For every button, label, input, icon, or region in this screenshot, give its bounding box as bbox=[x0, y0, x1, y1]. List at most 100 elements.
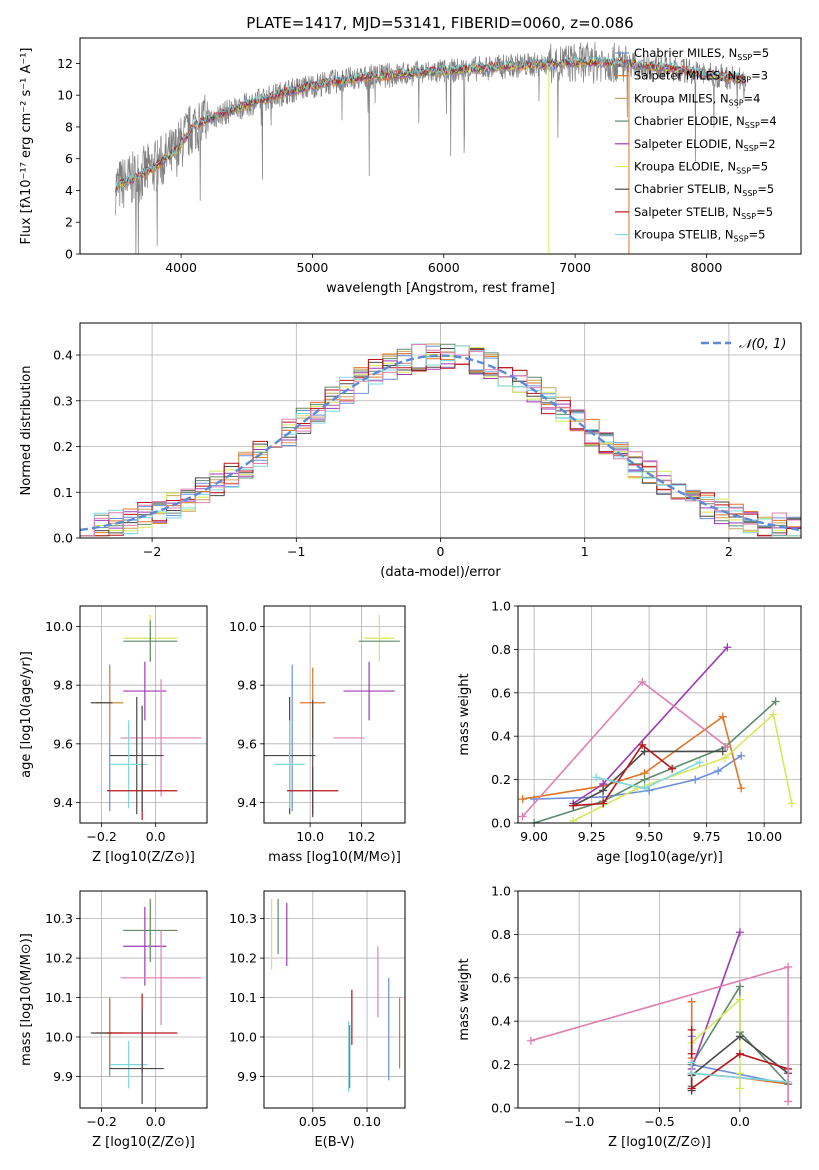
axes-frame bbox=[79, 605, 208, 824]
y-tick-label: 9.9 bbox=[237, 1069, 257, 1084]
y-tick-label: 10.2 bbox=[45, 951, 73, 966]
y-tick-label: 1.0 bbox=[491, 599, 511, 614]
axes-frame bbox=[517, 890, 802, 1109]
y-tick-label: 10.0 bbox=[45, 1029, 73, 1044]
x-tick-label: 10.2 bbox=[347, 829, 375, 844]
weight-marker bbox=[735, 1032, 744, 1041]
x-tick-label: −0.2 bbox=[86, 829, 116, 844]
weight-marker bbox=[723, 643, 732, 652]
weight-marker bbox=[714, 766, 723, 775]
y-axis-label: age [log10(age/yr)] bbox=[19, 651, 34, 778]
plot-area bbox=[518, 643, 796, 823]
x-tick-label: 2 bbox=[725, 544, 733, 559]
weight-line bbox=[572, 750, 723, 807]
weight-marker bbox=[640, 775, 649, 784]
y-tick-label: 9.6 bbox=[237, 736, 257, 751]
weight-marker bbox=[735, 995, 744, 1004]
x-tick-label: −1 bbox=[287, 544, 305, 559]
weight-marker bbox=[638, 740, 647, 749]
y-tick-label: 10.1 bbox=[45, 990, 73, 1005]
y-tick-label: 1.0 bbox=[491, 884, 511, 899]
y-tick-label: 10.0 bbox=[229, 619, 257, 634]
weight-marker bbox=[640, 747, 649, 756]
chart-mass-vs-ebv: 0.05 0.10 9.9 10.0 10.1 10.2 10.3 E(B-V) bbox=[229, 890, 406, 1150]
weight-marker bbox=[695, 758, 704, 767]
x-axis-label: (data-model)/error bbox=[380, 565, 501, 580]
x-tick-label: 7000 bbox=[559, 260, 591, 275]
y-tick-label: 0.8 bbox=[491, 642, 511, 657]
weight-marker bbox=[638, 677, 647, 686]
weight-marker bbox=[784, 962, 793, 971]
y-tick-label: 0.3 bbox=[53, 393, 73, 408]
legend-label: Chabrier MILES, NSSP=5 bbox=[634, 46, 769, 62]
x-tick-label: 9.00 bbox=[520, 829, 548, 844]
y-tick-label: 0.4 bbox=[491, 729, 511, 744]
weight-marker bbox=[687, 997, 696, 1006]
x-tick-label: 4000 bbox=[165, 260, 197, 275]
x-tick-label: −0.5 bbox=[644, 1114, 674, 1129]
x-axis-label: mass [log10(M/M⊙)] bbox=[268, 850, 401, 865]
x-tick-label: −1.0 bbox=[564, 1114, 594, 1129]
weight-marker bbox=[687, 1084, 696, 1093]
weight-marker bbox=[723, 743, 732, 752]
legend-label: Salpeter ELODIE, NSSP=2 bbox=[634, 137, 776, 153]
y-tick-label: 0.6 bbox=[491, 970, 511, 985]
chart-mass-weight-vs-age: 9.00 9.25 9.50 9.75 10.00 0.0 0.2 0.4 0.6 0.8 1.0 a… bbox=[457, 599, 802, 865]
y-tick-label: 4 bbox=[65, 183, 73, 198]
axes-frame bbox=[79, 37, 802, 255]
x-tick-label: −0.2 bbox=[86, 1114, 116, 1129]
weight-marker bbox=[526, 1036, 535, 1045]
y-tick-label: 0 bbox=[65, 247, 73, 262]
weight-marker bbox=[721, 753, 730, 762]
y-tick-label: 0.0 bbox=[491, 816, 511, 831]
chart-spectrum: 4000 5000 6000 7000 8000 0 2 4 6 8 10 12 wavelength … bbox=[19, 37, 802, 296]
x-tick-label: 10.00 bbox=[746, 829, 782, 844]
x-tick-label: −2 bbox=[143, 544, 161, 559]
weight-line bbox=[690, 931, 741, 1089]
plot-area bbox=[80, 343, 801, 537]
weight-marker bbox=[737, 784, 746, 793]
legend-label: Kroupa ELODIE, NSSP=5 bbox=[634, 160, 768, 176]
y-tick-label: 6 bbox=[65, 151, 73, 166]
weight-marker bbox=[633, 784, 642, 793]
x-tick-label: 10.0 bbox=[296, 829, 324, 844]
y-axis-label: mass [log10(M/M⊙)] bbox=[19, 933, 34, 1066]
axes-frame bbox=[263, 605, 406, 824]
x-tick-label: 5000 bbox=[297, 260, 329, 275]
y-tick-label: 9.4 bbox=[53, 795, 73, 810]
y-tick-label: 2 bbox=[65, 215, 73, 230]
weight-marker bbox=[735, 1049, 744, 1058]
y-tick-label: 0.0 bbox=[53, 531, 73, 546]
y-tick-label: 0.6 bbox=[491, 685, 511, 700]
axes-frame bbox=[79, 890, 208, 1109]
chart-residuals: −2 −1 0 1 2 0.0 0.1 0.2 0.3 0.4 (data-model)/error… bbox=[19, 322, 802, 580]
plot-area bbox=[90, 614, 202, 821]
x-tick-label: 8000 bbox=[691, 260, 723, 275]
weight-marker bbox=[787, 799, 796, 808]
x-tick-label: 0 bbox=[437, 544, 445, 559]
weight-marker bbox=[599, 799, 608, 808]
plot-area bbox=[270, 898, 401, 1093]
y-tick-label: 0.8 bbox=[491, 927, 511, 942]
x-tick-label: 0.05 bbox=[299, 1114, 327, 1129]
y-tick-label: 10.0 bbox=[229, 1029, 257, 1044]
weight-marker bbox=[640, 784, 649, 793]
x-axis-label: Z [log10(Z/Z⊙)] bbox=[92, 1135, 195, 1150]
weight-line bbox=[573, 743, 673, 807]
x-tick-label: 6000 bbox=[428, 260, 460, 275]
plot-area bbox=[264, 614, 400, 818]
y-tick-label: 9.6 bbox=[53, 736, 73, 751]
y-tick-label: 10.1 bbox=[229, 990, 257, 1005]
weight-line bbox=[691, 997, 741, 1089]
weight-marker bbox=[735, 928, 744, 937]
chart-mass-weight-vs-z: −1.0 −0.5 0.0 0.0 0.2 0.4 0.6 0.8 1.0 Z [log10(Z/… bbox=[457, 884, 802, 1150]
y-tick-label: 0.2 bbox=[53, 439, 73, 454]
chart-age-vs-z: −0.2 0.0 9.4 9.6 9.8 10.0 Z [log10(Z/Z⊙)] age [… bbox=[19, 605, 208, 865]
weight-marker bbox=[735, 1084, 744, 1093]
x-tick-label: 0.0 bbox=[146, 829, 166, 844]
weight-marker bbox=[718, 747, 727, 756]
y-tick-label: 9.8 bbox=[237, 678, 257, 693]
y-tick-label: 9.8 bbox=[53, 678, 73, 693]
weight-marker bbox=[569, 801, 578, 810]
